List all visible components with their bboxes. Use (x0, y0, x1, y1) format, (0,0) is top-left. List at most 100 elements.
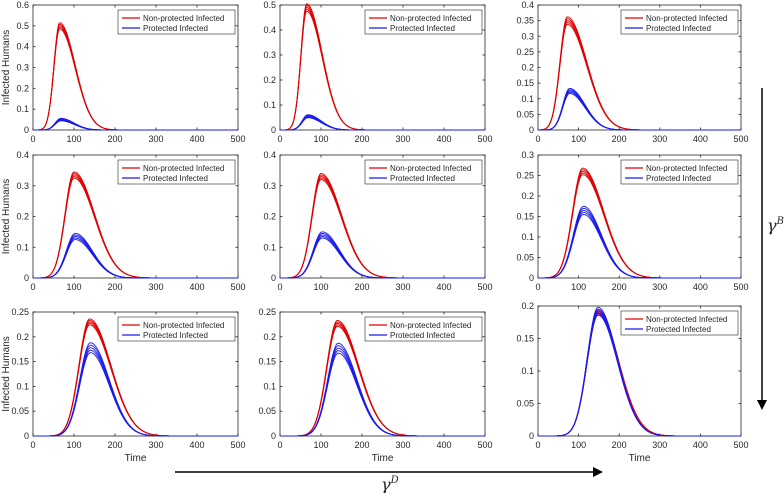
y-tick-label: 0.15 (11, 357, 29, 367)
y-tick-label: 0.5 (263, 0, 276, 10)
legend-label: Non-protected Infected (390, 14, 471, 23)
gamma-b-superscript: B (776, 216, 784, 227)
series-line (538, 306, 741, 437)
x-tick-label: 300 (395, 134, 410, 144)
y-tick-label: 0 (24, 125, 29, 135)
x-tick-label: 0 (535, 134, 540, 144)
x-tick-label: 0 (535, 440, 540, 450)
x-tick-label: 0 (277, 134, 282, 144)
x-tick-label: 500 (230, 440, 245, 450)
subplot-3: 0 100 200 300 400 500 0 0.05 0.1 0.15 0.2 0.25 0.3 0.… (516, 0, 748, 144)
y-tick-label: 0 (24, 431, 29, 441)
subplot-2: 0 100 200 300 400 500 0 0.1 0.2 0.3 0.4 0.5 Non-prot… (263, 0, 492, 144)
y-tick-label: 0.2 (263, 332, 276, 342)
legend-box (117, 9, 236, 35)
x-tick-label: 500 (733, 282, 748, 292)
subplot-4: 0 100 200 300 400 500 0 0.1 0.2 0.3 0.4 Infected Hu… (1, 150, 246, 292)
y-tick-label: 0 (271, 125, 276, 135)
y-tick-label: 0.05 (516, 109, 534, 119)
gamma-d-label: γD (381, 475, 399, 493)
series-line (538, 205, 741, 279)
subplot-grid: 0 100 200 300 400 500 0 0.1 0.2 0.3 0.4 0.5 0.6 Infec… (1, 0, 749, 464)
series-line (33, 117, 238, 131)
y-tick-label: 0.4 (263, 25, 276, 35)
legend-label: Protected Infected (646, 325, 711, 334)
y-tick-label: 0.25 (258, 307, 276, 317)
y-tick-label: 0.3 (263, 181, 276, 191)
x-tick-label: 400 (436, 134, 451, 144)
x-tick-label: 100 (571, 440, 586, 450)
y-tick-label: 0.6 (16, 0, 29, 10)
y-tick-label: 0.1 (521, 232, 534, 242)
x-tick-label: 200 (612, 440, 627, 450)
subplot-6: 0 100 200 300 400 500 0 0.05 0.1 0.15 0.2 0.25 0.3 No… (516, 150, 748, 292)
legend-label: Non-protected Infected (390, 164, 471, 173)
series-protected (33, 117, 238, 131)
legend-label: Protected Infected (390, 174, 455, 183)
x-tick-label: 300 (652, 440, 667, 450)
x-tick-label: 200 (354, 282, 369, 292)
x-tick-label: 200 (354, 440, 369, 450)
y-tick-label: 0.25 (11, 307, 29, 317)
y-tick-label: 0.2 (521, 301, 534, 311)
series-line (280, 114, 485, 131)
y-tick-label: 0.1 (263, 381, 276, 391)
x-tick-label: 400 (693, 282, 708, 292)
series-protected (33, 342, 238, 437)
y-tick-label: 0.4 (16, 150, 29, 160)
y-tick-label: 0.4 (16, 42, 29, 52)
y-tick-label: 0.2 (521, 191, 534, 201)
y-tick-label: 0.4 (521, 0, 534, 10)
legend-label: Non-protected Infected (646, 315, 727, 324)
x-tick-label: 0 (30, 440, 35, 450)
subplot-7: 0 100 200 300 400 500 0 0.05 0.1 0.15 0.2 0.25 Infec… (1, 307, 246, 464)
x-tick-label: 100 (313, 440, 328, 450)
x-tick-label: 100 (313, 134, 328, 144)
legend-box (117, 316, 236, 342)
y-tick-label: 0.05 (11, 406, 29, 416)
x-tick-label: 0 (30, 134, 35, 144)
series-line (280, 231, 485, 279)
legend-label: Protected Infected (143, 174, 208, 183)
legend-label: Protected Infected (646, 174, 711, 183)
subplot-9: 0 100 200 300 400 500 0 0.05 0.1 0.15 0.2 Time Non-p… (516, 301, 748, 464)
x-tick-label: 0 (30, 282, 35, 292)
y-tick-label: 0.15 (516, 212, 534, 222)
x-tick-label: 200 (354, 134, 369, 144)
y-tick-label: 0.4 (263, 150, 276, 160)
legend-label: Non-protected Infected (390, 321, 471, 330)
series-protected (280, 342, 485, 437)
series-line (280, 342, 485, 437)
x-tick-label: 400 (693, 440, 708, 450)
x-tick-label: 0 (277, 440, 282, 450)
subplot-8: 0 100 200 300 400 500 0 0.05 0.1 0.15 0.2 0.25 Time N… (258, 307, 492, 464)
legend-label: Non-protected Infected (646, 14, 727, 23)
x-tick-label: 500 (733, 440, 748, 450)
x-tick-label: 300 (652, 282, 667, 292)
y-tick-label: 0.1 (521, 366, 534, 376)
x-tick-label: 100 (66, 440, 81, 450)
x-tick-label: 200 (107, 134, 122, 144)
legend-label: Protected Infected (390, 24, 455, 33)
x-tick-label: 500 (477, 134, 492, 144)
y-tick-label: 0 (529, 125, 534, 135)
y-tick-label: 0.25 (516, 47, 534, 57)
y-tick-label: 0.1 (263, 242, 276, 252)
y-tick-label: 0.2 (16, 332, 29, 342)
x-tick-label: 300 (652, 134, 667, 144)
horizontal-arrowhead-icon (593, 467, 603, 477)
y-tick-label: 0.15 (516, 78, 534, 88)
x-tick-label: 500 (733, 134, 748, 144)
y-tick-label: 0.25 (516, 171, 534, 181)
y-tick-label: 0 (529, 273, 534, 283)
y-tick-label: 0 (24, 273, 29, 283)
x-tick-label: 100 (313, 282, 328, 292)
